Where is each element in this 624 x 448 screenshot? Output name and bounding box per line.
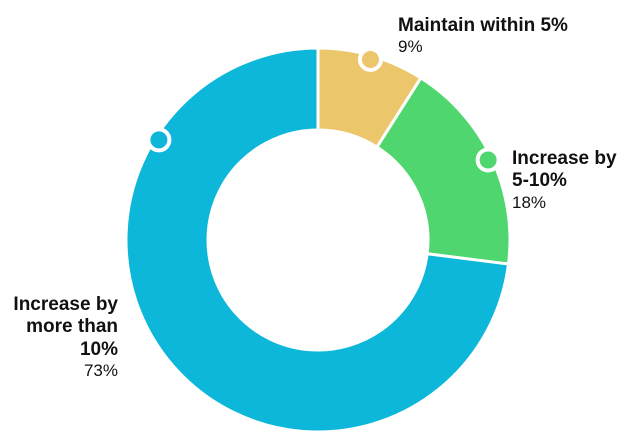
slice-label-value: 73% [83, 361, 118, 381]
slice-label-name: Increase by 5-10% [512, 148, 617, 192]
slice-label-name: Maintain within 5% [398, 15, 568, 36]
slice-label-increase-5-10: Increase by 5-10% 18% [512, 148, 617, 213]
slice-marker-dot [357, 46, 383, 72]
donut-slice [124, 46, 511, 434]
slice-label-value: 9% [398, 37, 423, 57]
slice-marker-dot [146, 127, 172, 153]
slice-label-maintain: Maintain within 5% 9% [398, 15, 568, 57]
slice-marker-dot [475, 147, 501, 173]
slice-label-increase-more-than-10: Increase by more than 10% 73% [8, 294, 118, 381]
slice-label-value: 18% [512, 192, 547, 212]
slice-label-name: Increase by more than 10% [13, 294, 118, 360]
